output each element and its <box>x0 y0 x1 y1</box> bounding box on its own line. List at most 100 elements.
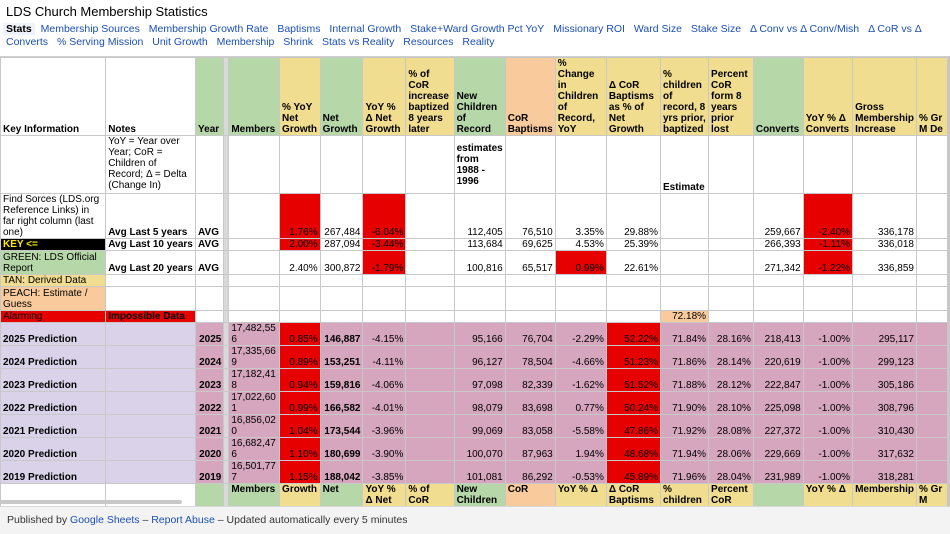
summary-cor_bapt[interactable]: 65,517 <box>504 250 556 275</box>
notes-legend-cell[interactable]: YoY = Year over Year; CoR = Children of … <box>105 135 197 194</box>
summary-converts[interactable]: 271,342 <box>752 250 804 275</box>
prediction-extra[interactable] <box>915 391 948 415</box>
header-gross[interactable]: Gross Membership Increase <box>852 57 917 136</box>
prediction-cor_bapt[interactable]: 76,704 <box>504 322 556 346</box>
summary-pct_yoy[interactable]: 2.00% <box>279 238 321 251</box>
prediction-year[interactable]: 2025 <box>195 322 225 346</box>
summary-yoy_conv[interactable]: -2.40% <box>802 193 854 239</box>
empty-cell[interactable] <box>279 286 321 311</box>
summary-gross[interactable]: 336,178 <box>852 193 917 239</box>
prediction-gross[interactable]: 295,117 <box>852 322 917 346</box>
prediction-extra[interactable] <box>915 460 948 484</box>
bottom-header-gross[interactable]: Membership <box>852 483 917 506</box>
summary-notes[interactable]: Avg Last 20 years <box>105 250 197 275</box>
bottom-header-delta_cor[interactable]: Δ CoR Baptisms as % of Net <box>605 483 661 506</box>
prediction-pct_yoy[interactable]: 1.04% <box>279 414 321 438</box>
prediction-converts[interactable]: 227,372 <box>752 414 804 438</box>
header-new_children[interactable]: New Children of Record <box>453 57 506 136</box>
prediction-yoy_conv[interactable]: -1.00% <box>802 345 854 369</box>
summary-year[interactable]: AVG <box>195 238 225 251</box>
prediction-key[interactable]: 2023 Prediction <box>0 368 107 392</box>
empty-cell[interactable] <box>708 135 754 194</box>
prediction-notes[interactable] <box>105 437 197 461</box>
prediction-key[interactable]: 2020 Prediction <box>0 437 107 461</box>
summary-pct_children[interactable] <box>659 193 710 239</box>
bottom-header-pct_yoy[interactable]: Growth <box>279 483 321 506</box>
empty-cell[interactable] <box>362 310 407 323</box>
legend-key[interactable]: Alarming <box>0 310 107 323</box>
prediction-yoy_delta[interactable]: -3.96% <box>362 414 407 438</box>
empty-cell[interactable] <box>708 310 754 323</box>
prediction-notes[interactable] <box>105 391 197 415</box>
empty-cell[interactable] <box>504 310 556 323</box>
empty-cell[interactable] <box>362 286 407 311</box>
empty-cell[interactable] <box>195 310 225 323</box>
empty-cell[interactable] <box>319 310 364 323</box>
header-pct_lost[interactable]: Percent CoR form 8 years prior lost <box>708 57 754 136</box>
summary-pct_lost[interactable] <box>708 193 754 239</box>
prediction-pct_change[interactable]: -0.53% <box>554 460 607 484</box>
tab-membership-growth-rate[interactable]: Membership Growth Rate <box>148 23 269 35</box>
report-abuse-link[interactable]: Report Abuse <box>151 514 215 526</box>
header-notes[interactable]: Notes <box>105 57 197 136</box>
summary-pct_children[interactable] <box>659 250 710 275</box>
vertical-scrollbar-track[interactable] <box>948 56 950 506</box>
summary-delta_cor[interactable]: 25.39% <box>605 238 661 251</box>
prediction-members[interactable]: 17,022,601 <box>228 391 281 415</box>
prediction-year[interactable]: 2022 <box>195 391 225 415</box>
tab-baptisms[interactable]: Baptisms <box>277 23 321 35</box>
prediction-pct_lost[interactable]: 28.16% <box>708 322 754 346</box>
prediction-pct_change[interactable]: 1.94% <box>554 437 607 461</box>
prediction-yoy_conv[interactable]: -1.00% <box>802 391 854 415</box>
bottom-header-net[interactable]: Net <box>319 483 364 506</box>
prediction-new_children[interactable]: 99,069 <box>453 414 506 438</box>
prediction-delta_cor[interactable]: 48.68% <box>605 437 661 461</box>
prediction-key[interactable]: 2019 Prediction <box>0 460 107 484</box>
prediction-net[interactable]: 180,699 <box>319 437 364 461</box>
summary-net[interactable]: 287,094 <box>319 238 364 251</box>
empty-cell[interactable] <box>405 274 455 287</box>
header-extra[interactable]: % Gr M De <box>915 57 948 136</box>
tab-membership[interactable]: Membership <box>216 36 275 48</box>
prediction-pct_yoy[interactable]: 0.85% <box>279 322 321 346</box>
empty-cell[interactable] <box>554 286 607 311</box>
empty-cell[interactable] <box>319 274 364 287</box>
empty-cell[interactable] <box>915 135 948 194</box>
prediction-pct_yoy[interactable]: 0.94% <box>279 368 321 392</box>
summary-notes[interactable]: Avg Last 5 years <box>105 193 197 239</box>
prediction-gross[interactable]: 317,632 <box>852 437 917 461</box>
empty-cell[interactable] <box>228 286 281 311</box>
empty-cell[interactable] <box>195 274 225 287</box>
summary-gross[interactable]: 336,859 <box>852 250 917 275</box>
empty-cell[interactable] <box>405 310 455 323</box>
prediction-pct_cor[interactable] <box>405 391 455 415</box>
tab-stats[interactable]: Stats <box>3 23 35 35</box>
prediction-cor_bapt[interactable]: 83,698 <box>504 391 556 415</box>
prediction-notes[interactable] <box>105 345 197 369</box>
empty-cell[interactable] <box>228 135 281 194</box>
header-pct_cor[interactable]: % of CoR increase baptized 8 years later <box>405 57 455 136</box>
prediction-pct_cor[interactable] <box>405 437 455 461</box>
legend-notes[interactable] <box>105 286 197 311</box>
prediction-members[interactable]: 16,682,476 <box>228 437 281 461</box>
prediction-yoy_conv[interactable]: -1.00% <box>802 460 854 484</box>
summary-cor_bapt[interactable]: 76,510 <box>504 193 556 239</box>
empty-cell[interactable] <box>708 274 754 287</box>
tab-cor-vs[interactable]: Δ CoR vs Δ <box>868 23 922 35</box>
prediction-members[interactable]: 17,182,418 <box>228 368 281 392</box>
prediction-converts[interactable]: 220,619 <box>752 345 804 369</box>
prediction-converts[interactable]: 222,847 <box>752 368 804 392</box>
summary-pct_lost[interactable] <box>708 250 754 275</box>
prediction-extra[interactable] <box>915 345 948 369</box>
bottom-header-cor_bapt[interactable]: CoR <box>504 483 556 506</box>
empty-cell[interactable] <box>319 135 364 194</box>
header-pct_yoy[interactable]: % YoY Net Growth <box>279 57 321 136</box>
prediction-yoy_delta[interactable]: -3.85% <box>362 460 407 484</box>
empty-cell[interactable] <box>708 286 754 311</box>
legend-pct_children[interactable]: 72.18% <box>659 310 710 323</box>
prediction-converts[interactable]: 218,413 <box>752 322 804 346</box>
empty-cell[interactable] <box>279 310 321 323</box>
empty-cell[interactable] <box>504 274 556 287</box>
summary-converts[interactable]: 266,393 <box>752 238 804 251</box>
empty-cell[interactable] <box>0 135 107 194</box>
